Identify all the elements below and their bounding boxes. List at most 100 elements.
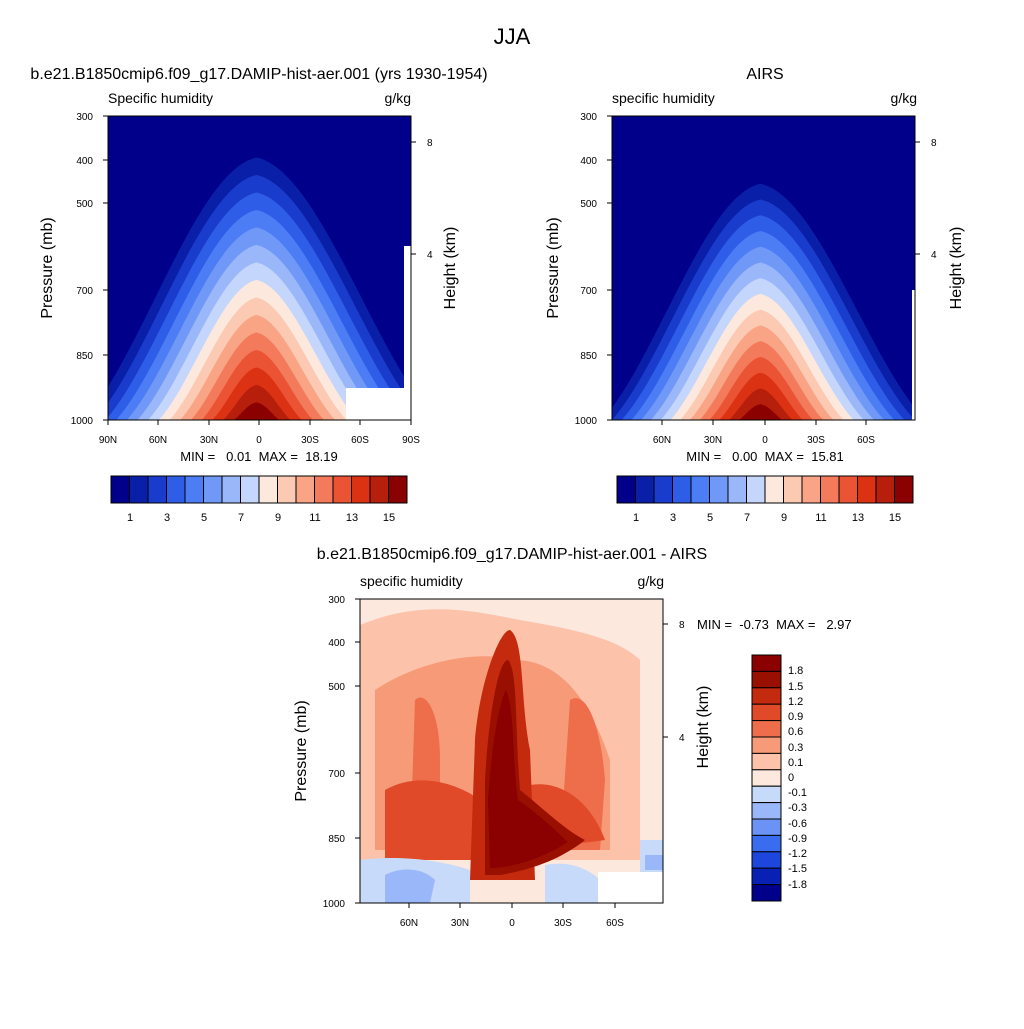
- panel-airs-colorbar-labels: 1 3 5 7 9 11 13 15: [633, 512, 901, 524]
- colorbar-swatch: [751, 818, 782, 836]
- y-tick-label: 300: [328, 595, 345, 606]
- x-tick-label: 0: [509, 918, 515, 929]
- y-axis-label: Pressure (mb): [39, 217, 56, 318]
- colorbar-swatch: [751, 867, 782, 886]
- colorbar-swatch: [672, 475, 692, 504]
- x-tick-label: 60N: [400, 918, 418, 929]
- panel-airs-stats: MIN = 0.00 MAX = 15.81: [686, 449, 844, 464]
- colorbar-swatch: [166, 475, 186, 504]
- contour-band: [645, 855, 663, 870]
- missing-data-mask: [404, 246, 411, 388]
- y-right-tick-label: 4: [427, 250, 433, 261]
- colorbar-swatch: [727, 475, 747, 504]
- y-tick-label: 500: [580, 199, 597, 210]
- y-right-axis-label: Height (km): [948, 227, 965, 310]
- colorbar-label: 1.8: [788, 665, 803, 677]
- colorbar-swatch: [751, 736, 782, 754]
- y-right-tick-label: 4: [931, 250, 937, 261]
- figure-title: JJA: [494, 24, 531, 49]
- missing-data-mask: [912, 290, 915, 420]
- colorbar-label: 0.6: [788, 726, 803, 738]
- y-right-axis-label: Height (km): [442, 227, 459, 310]
- colorbar-label: 11: [309, 512, 320, 524]
- colorbar-swatch: [751, 687, 782, 705]
- colorbar-label: 1.5: [788, 681, 803, 693]
- x-tick-label: 90S: [402, 435, 420, 446]
- colorbar-swatch: [751, 703, 782, 722]
- panel-diff-units: g/kg: [638, 573, 664, 589]
- colorbar-label: 5: [707, 512, 713, 524]
- panel-diff-colorbar: [751, 654, 782, 902]
- y-tick-label: 850: [580, 351, 597, 362]
- colorbar-swatch: [801, 475, 821, 504]
- colorbar-swatch: [653, 475, 673, 504]
- colorbar-label: -1.8: [788, 879, 807, 891]
- colorbar-swatch: [857, 475, 877, 504]
- colorbar-label: 3: [670, 512, 676, 524]
- y-tick-label: 850: [328, 834, 345, 845]
- y-tick-label: 500: [328, 682, 345, 693]
- colorbar-swatch: [875, 475, 895, 504]
- colorbar-label: 13: [346, 512, 358, 524]
- colorbar-label: 5: [201, 512, 207, 524]
- x-tick-label: 30N: [200, 435, 218, 446]
- colorbar-swatch: [184, 475, 204, 504]
- colorbar-swatch: [751, 654, 782, 672]
- colorbar-swatch: [635, 475, 655, 504]
- colorbar-swatch: [751, 752, 782, 771]
- contour-band: [385, 869, 435, 903]
- colorbar-swatch: [751, 785, 782, 804]
- colorbar-label: 9: [781, 512, 787, 524]
- colorbar-label: 9: [275, 512, 281, 524]
- x-tick-label: 30S: [807, 435, 825, 446]
- colorbar-label: 0.3: [788, 742, 803, 754]
- colorbar-swatch: [203, 475, 223, 504]
- colorbar-label: 15: [889, 512, 901, 524]
- panel-airs-frame: [611, 115, 916, 421]
- colorbar-swatch: [838, 475, 858, 504]
- panel-model-y-axis: 300 400 500 700 850 1000 Pressure (mb): [39, 112, 108, 427]
- colorbar-swatch: [894, 475, 914, 504]
- panel-model-colorbar: [110, 475, 408, 504]
- contour-band: [739, 404, 783, 420]
- colorbar-swatch: [129, 475, 149, 504]
- x-tick-label: 60N: [653, 435, 671, 446]
- colorbar-label: 0.9: [788, 711, 803, 723]
- colorbar-label: -1.2: [788, 848, 807, 860]
- y-tick-label: 1000: [71, 416, 94, 427]
- y-right-tick-label: 8: [931, 138, 937, 149]
- colorbar-label: 1.2: [788, 696, 803, 708]
- y-tick-label: 400: [328, 638, 345, 649]
- colorbar-label: 0.1: [788, 757, 803, 769]
- colorbar-swatch: [332, 475, 352, 504]
- colorbar-swatch: [110, 475, 130, 504]
- panel-model-left-label: Specific humidity: [108, 90, 213, 106]
- y-tick-label: 700: [328, 769, 345, 780]
- y-tick-label: 400: [76, 156, 93, 167]
- colorbar-label: -0.6: [788, 818, 807, 830]
- colorbar-label: 7: [238, 512, 244, 524]
- contour-band: [223, 385, 291, 420]
- missing-data-mask: [346, 388, 411, 420]
- x-tick-label: 30N: [451, 918, 469, 929]
- panel-airs-x-axis: 60N 30N 0 30S 60S: [653, 420, 875, 446]
- y-tick-label: 300: [580, 112, 597, 123]
- colorbar-label: 13: [852, 512, 864, 524]
- y-axis-label: Pressure (mb): [293, 700, 310, 801]
- panel-diff-colorbar-labels: 1.8 1.5 1.2 0.9 0.6 0.3 0.1 0 -0.1 -0.3 …: [788, 665, 807, 891]
- colorbar-label: 7: [744, 512, 750, 524]
- y-tick-label: 300: [76, 112, 93, 123]
- colorbar-swatch: [616, 475, 636, 504]
- y-tick-label: 700: [580, 286, 597, 297]
- y-right-tick-label: 4: [679, 733, 685, 744]
- contour-band: [234, 402, 280, 420]
- colorbar-swatch: [751, 720, 782, 738]
- y-tick-label: 400: [580, 156, 597, 167]
- panel-diff-y-right-axis: 8 4 Height (km): [663, 620, 712, 768]
- x-tick-label: 30S: [301, 435, 319, 446]
- panel-model-colorbar-labels: 1 3 5 7 9 11 13 15: [127, 512, 395, 524]
- colorbar-swatch: [751, 884, 782, 902]
- x-tick-label: 60S: [857, 435, 875, 446]
- panel-airs-title: AIRS: [746, 66, 783, 83]
